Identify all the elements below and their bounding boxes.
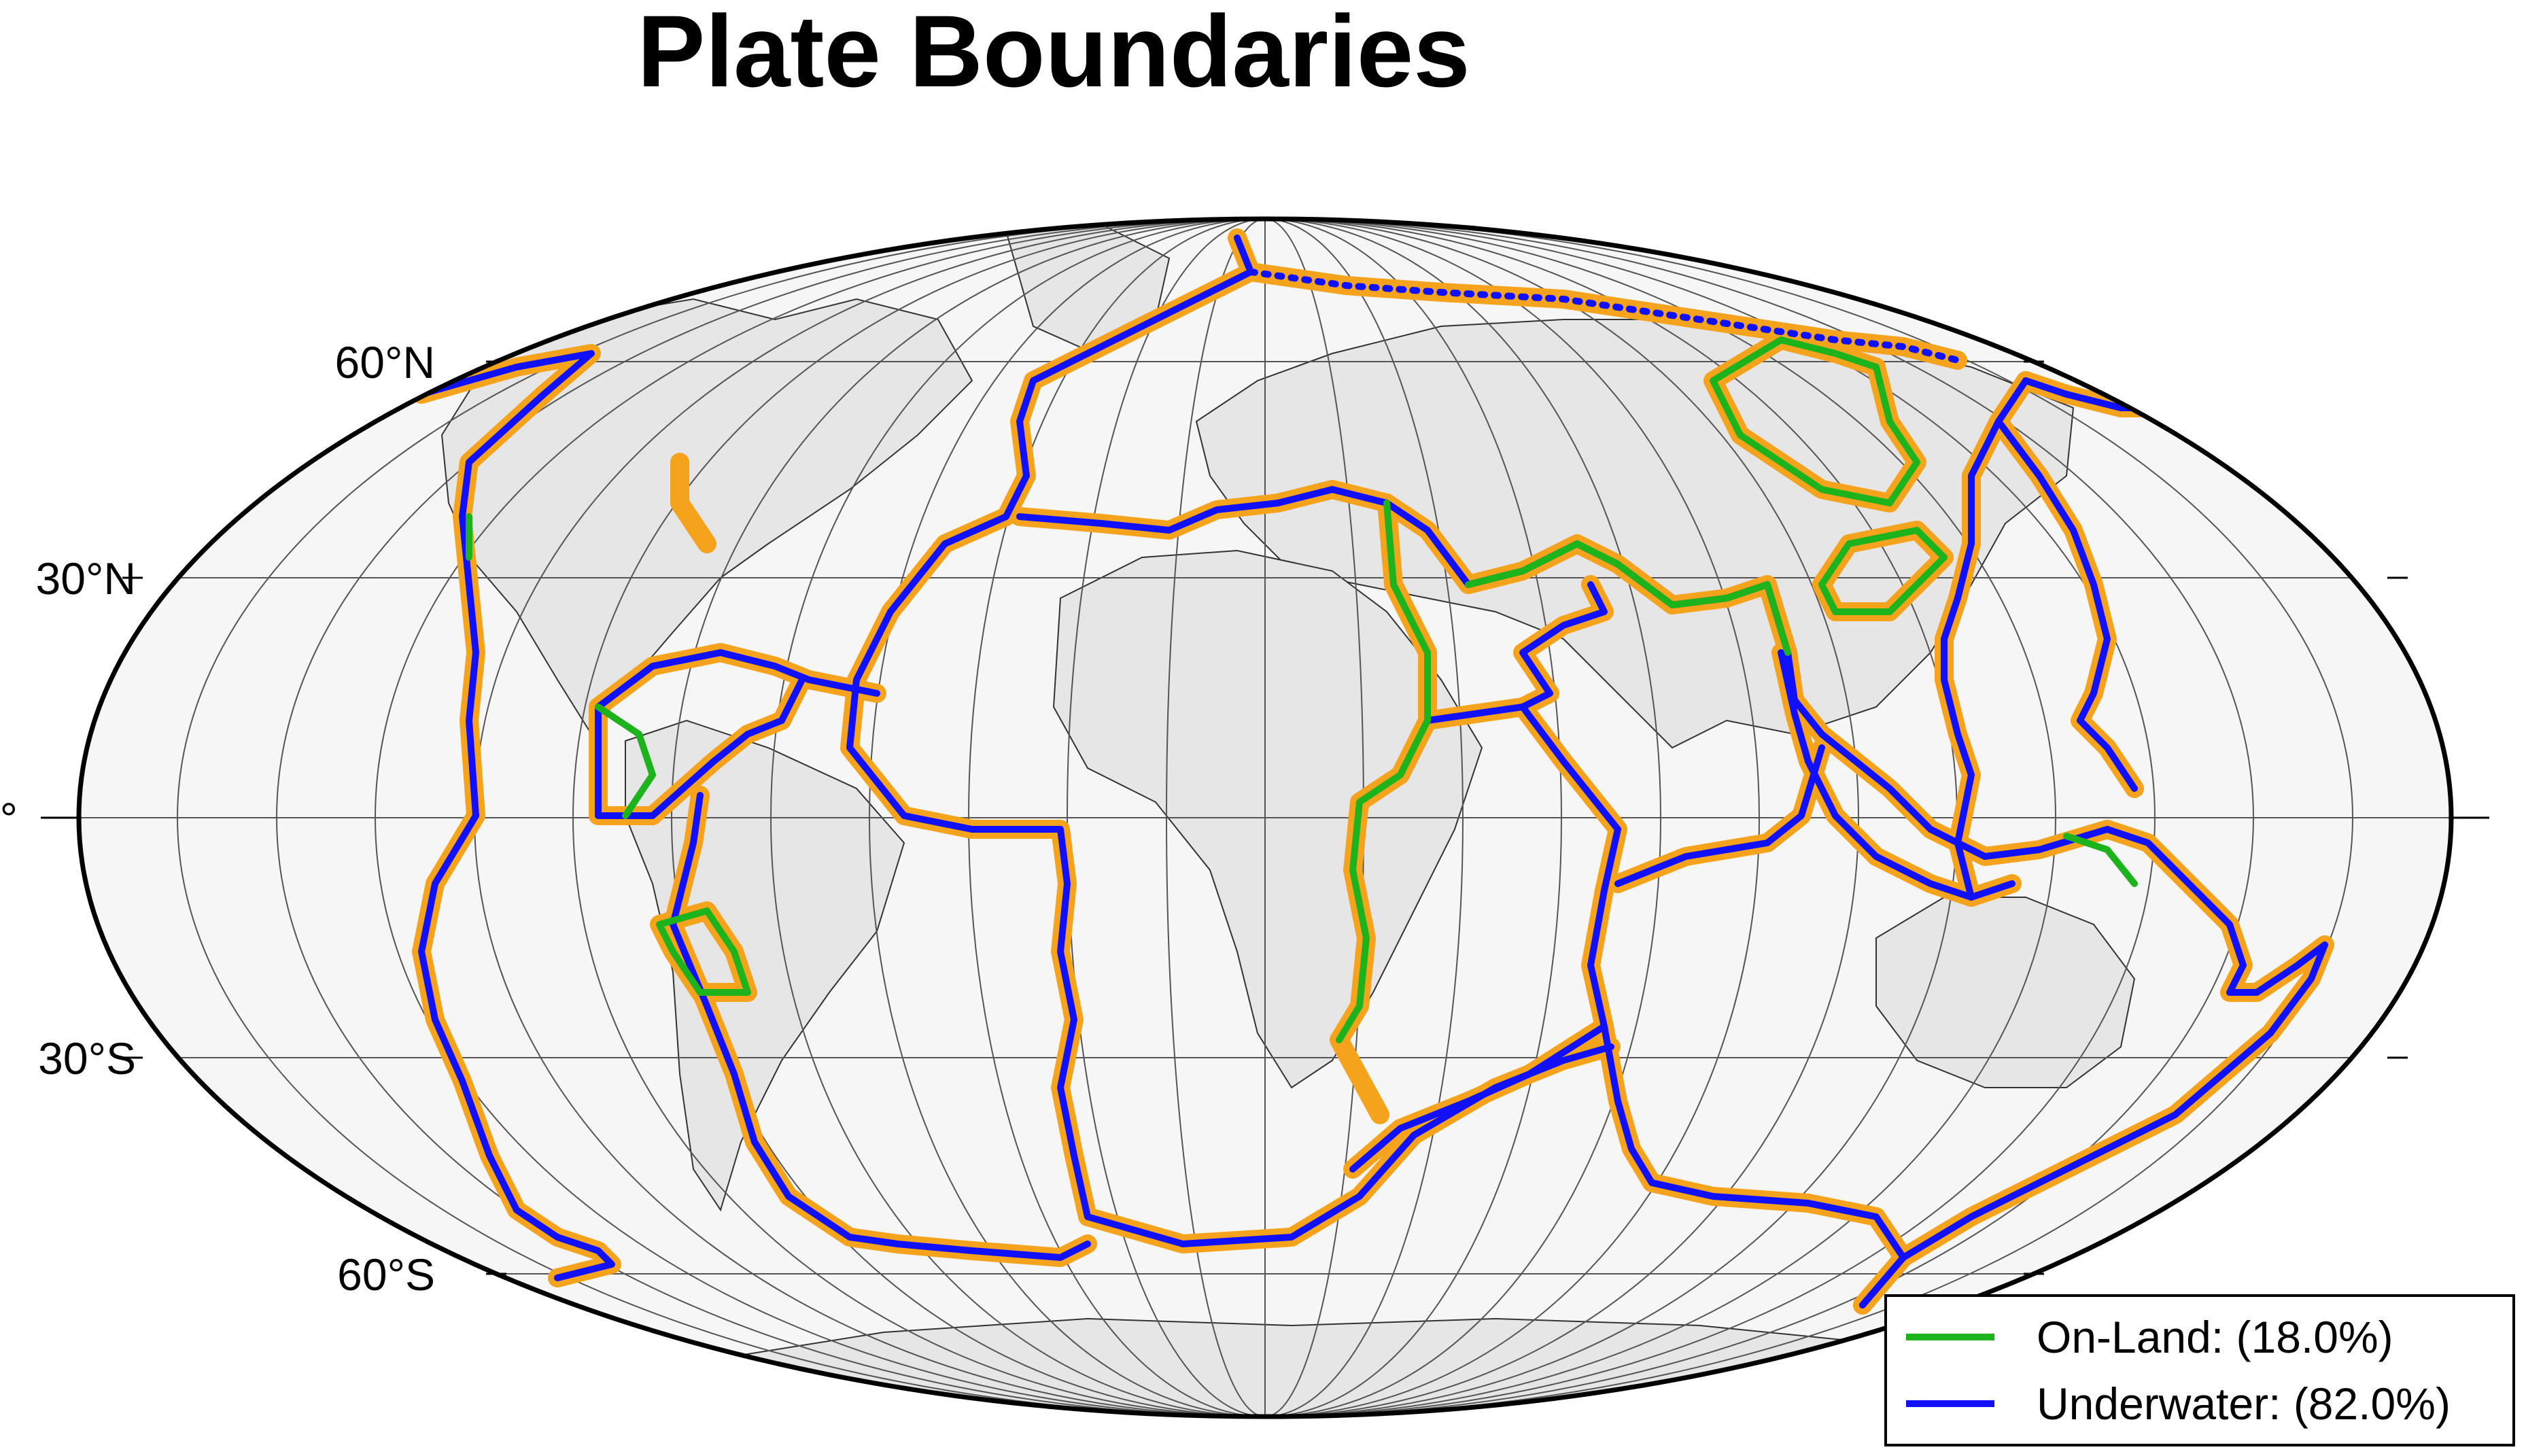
legend-swatch-on-land bbox=[1906, 1334, 1994, 1340]
antarctica bbox=[678, 1317, 1973, 1417]
lat-label-30s: 30°S bbox=[38, 1033, 136, 1084]
legend: On-Land: (18.0%) Underwater: (82.0%) bbox=[1884, 1294, 2515, 1446]
africa bbox=[1052, 549, 1483, 1089]
legend-label-on-land: On-Land: (18.0%) bbox=[2037, 1312, 2393, 1362]
lat-label-0: 0° bbox=[0, 793, 18, 844]
plate-boundaries bbox=[412, 228, 2334, 1315]
map-frame bbox=[76, 216, 2454, 1419]
lat-label-60s: 60°S bbox=[337, 1249, 435, 1300]
north-america bbox=[440, 298, 973, 735]
map-title: Plate Boundaries bbox=[637, 0, 1470, 108]
boundary-on-land bbox=[466, 336, 2138, 1043]
legend-item-on-land: On-Land: (18.0%) bbox=[1906, 1306, 2393, 1368]
lat-label-60n: 60°N bbox=[335, 337, 435, 387]
legend-item-underwater: Underwater: (82.0%) bbox=[1906, 1373, 2451, 1434]
boundary-underwater bbox=[418, 235, 2328, 1308]
lat-label-30n: 30°N bbox=[36, 553, 136, 604]
europe-asia bbox=[1195, 319, 2075, 749]
legend-label-underwater: Underwater: (82.0%) bbox=[2037, 1379, 2451, 1429]
legend-swatch-underwater bbox=[1906, 1400, 1994, 1407]
